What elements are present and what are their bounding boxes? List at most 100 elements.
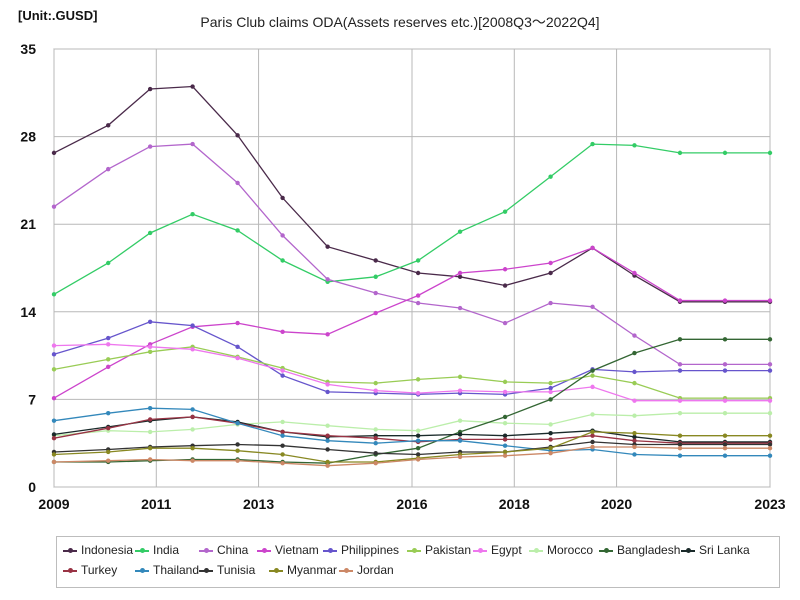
- data-point-sri-lanka: [632, 434, 637, 440]
- data-point-vietnam: [106, 364, 111, 370]
- data-point-jordan: [457, 454, 463, 460]
- data-point-turkey: [325, 433, 330, 438]
- legend-swatch: [473, 547, 487, 553]
- x-tick-label: 2013: [243, 496, 274, 512]
- data-point-egypt: [415, 390, 421, 396]
- data-point-jordan: [106, 458, 111, 463]
- data-point-thailand: [51, 418, 57, 423]
- data-point-china: [190, 141, 195, 147]
- data-point-turkey: [106, 425, 111, 431]
- data-point-turkey: [147, 417, 153, 422]
- legend-label: Egypt: [491, 543, 522, 557]
- data-point-egypt: [548, 389, 553, 395]
- legend-swatch: [199, 567, 213, 573]
- data-point-sri-lanka: [51, 432, 57, 437]
- legend-label: Jordan: [357, 563, 394, 577]
- data-point-indonesia: [548, 270, 553, 276]
- legend-label: Indonesia: [81, 543, 134, 557]
- data-point-tunisia: [325, 447, 330, 452]
- data-point-egypt: [632, 398, 637, 403]
- data-point-indonesia: [415, 270, 421, 276]
- data-point-jordan: [325, 463, 330, 468]
- data-point-egypt: [325, 382, 330, 387]
- data-point-vietnam: [632, 270, 637, 276]
- legend-label: Turkey: [81, 563, 118, 577]
- data-point-jordan: [190, 458, 195, 463]
- data-point-turkey: [190, 414, 195, 420]
- data-point-myanmar: [51, 452, 57, 457]
- legend-swatch: [63, 567, 77, 573]
- legend-item: Indonesia: [63, 543, 133, 557]
- data-point-thailand: [373, 441, 378, 446]
- data-point-thailand: [415, 438, 421, 443]
- legend-item: India: [135, 543, 179, 557]
- legend-item: Jordan: [339, 563, 394, 577]
- data-point-egypt: [235, 355, 240, 361]
- data-point-bangladesh: [677, 337, 683, 342]
- data-point-turkey: [502, 437, 508, 442]
- data-point-myanmar: [548, 446, 553, 451]
- data-point-pakistan: [373, 380, 378, 386]
- x-tick-label: 2020: [601, 496, 632, 512]
- data-point-indonesia: [502, 283, 508, 288]
- data-point-myanmar: [590, 429, 595, 435]
- data-point-myanmar: [502, 449, 508, 455]
- data-point-bangladesh: [632, 350, 637, 356]
- data-point-sri-lanka: [457, 432, 463, 437]
- data-point-egypt: [722, 398, 728, 403]
- data-point-tunisia: [767, 442, 773, 447]
- data-point-egypt: [590, 384, 595, 390]
- data-point-egypt: [373, 388, 378, 393]
- data-point-sri-lanka: [415, 433, 421, 438]
- y-tick-label: 7: [28, 391, 36, 407]
- data-point-vietnam: [51, 395, 57, 401]
- data-point-china: [106, 166, 111, 172]
- data-point-egypt: [502, 389, 508, 395]
- legend-label: China: [217, 543, 249, 557]
- data-point-thailand: [190, 407, 195, 412]
- data-point-morocco: [457, 418, 463, 423]
- data-point-myanmar: [147, 446, 153, 451]
- data-point-myanmar: [632, 430, 637, 436]
- data-point-egypt: [280, 368, 285, 373]
- unit-label: [Unit:.GUSD]: [18, 8, 98, 23]
- data-point-bangladesh: [590, 368, 595, 373]
- y-tick-label: 35: [20, 41, 36, 57]
- data-point-tunisia: [590, 439, 595, 445]
- legend-swatch: [529, 547, 543, 553]
- data-point-philippines: [235, 344, 240, 350]
- data-point-philippines: [280, 373, 285, 378]
- data-point-china: [235, 180, 240, 186]
- data-point-morocco: [415, 428, 421, 433]
- data-point-thailand: [677, 453, 683, 458]
- data-point-vietnam: [722, 298, 728, 303]
- data-point-philippines: [548, 385, 553, 391]
- data-point-myanmar: [722, 433, 728, 438]
- data-point-philippines: [632, 369, 637, 375]
- data-point-thailand: [722, 453, 728, 458]
- data-point-morocco: [502, 420, 508, 426]
- legend-swatch: [599, 547, 613, 553]
- data-point-china: [415, 300, 421, 306]
- data-point-myanmar: [235, 448, 240, 453]
- data-point-egypt: [190, 347, 195, 352]
- data-point-vietnam: [548, 260, 553, 266]
- data-point-philippines: [190, 323, 195, 328]
- data-point-morocco: [280, 419, 285, 425]
- data-point-india: [190, 211, 195, 217]
- x-tick-label: 2016: [396, 496, 427, 512]
- data-point-india: [147, 230, 153, 236]
- data-point-indonesia: [373, 258, 378, 263]
- data-point-indonesia: [190, 84, 195, 89]
- data-point-tunisia: [722, 442, 728, 447]
- data-point-china: [548, 300, 553, 306]
- y-tick-label: 21: [20, 216, 36, 232]
- data-point-myanmar: [190, 446, 195, 451]
- data-point-morocco: [767, 410, 773, 416]
- data-point-sri-lanka: [502, 433, 508, 438]
- data-point-indonesia: [51, 150, 57, 156]
- legend-item: Turkey: [63, 563, 117, 577]
- legend-swatch: [339, 567, 353, 573]
- data-point-pakistan: [457, 374, 463, 380]
- data-point-pakistan: [147, 349, 153, 355]
